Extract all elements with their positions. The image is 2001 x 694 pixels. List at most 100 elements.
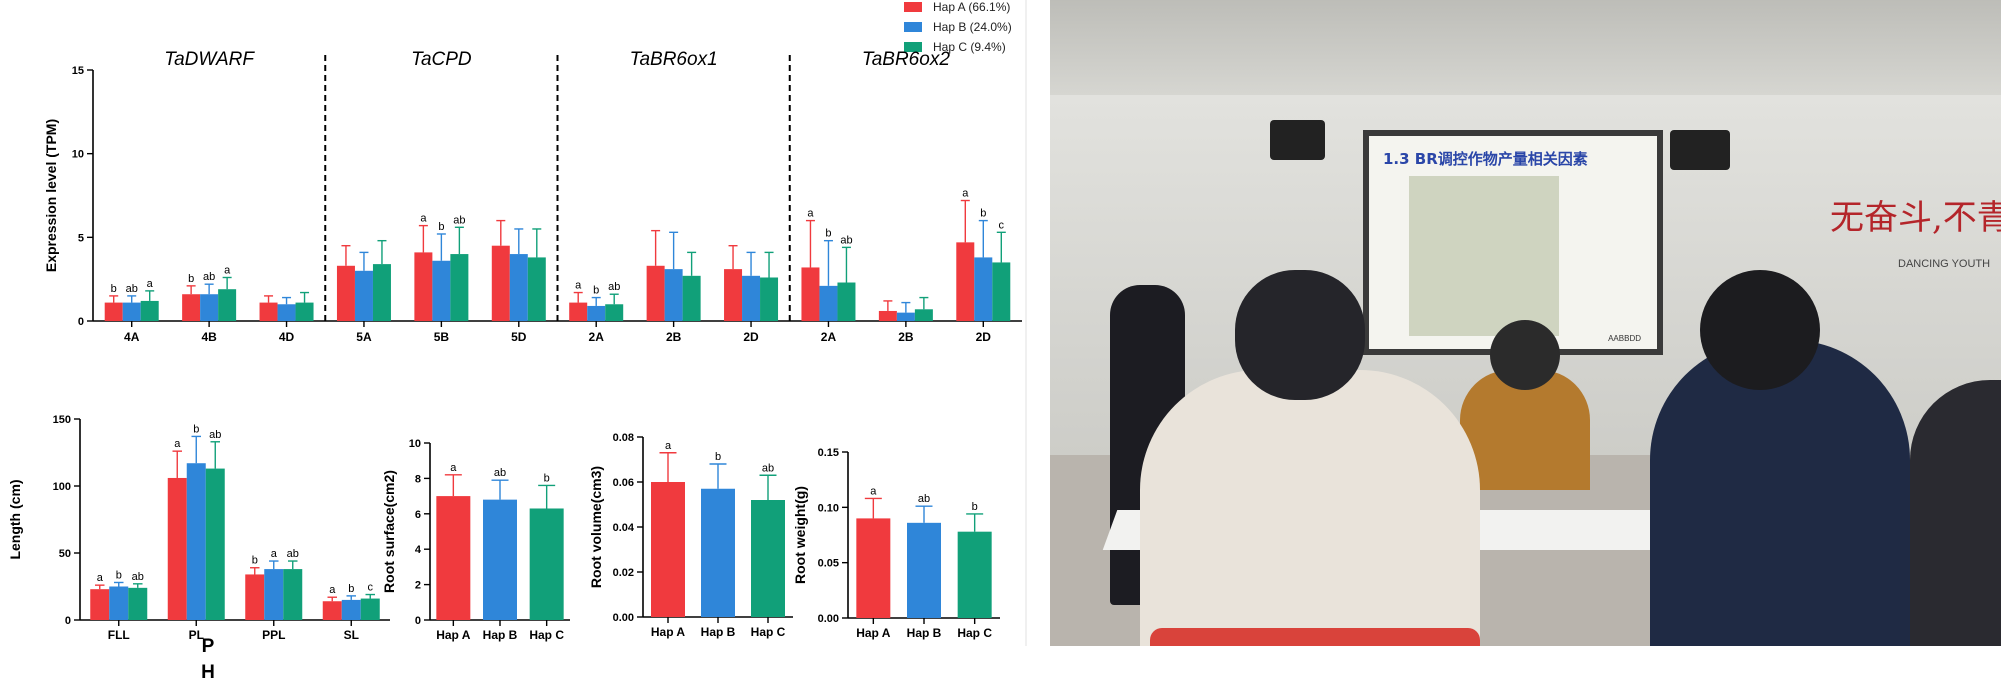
root-surface-chart: 0 2 4 6 8 10 Root surface(cm2) Hap A a Hap B ab Hap…: [381, 438, 570, 642]
y-tick-label: 10: [409, 438, 421, 450]
x-tick-label: 2A: [821, 330, 837, 344]
significance-letter: a: [450, 462, 457, 474]
bar: [283, 569, 303, 620]
significance-letter: a: [97, 572, 104, 584]
legend-swatch: [904, 42, 922, 52]
y-tick-label: 8: [415, 473, 421, 485]
bar: [907, 522, 941, 618]
bar: [372, 264, 391, 321]
significance-letter: b: [825, 228, 831, 240]
gene-title: TaBR6ox1: [630, 49, 718, 70]
x-tick-label: 4D: [279, 330, 295, 344]
bar: [90, 589, 110, 620]
significance-letter: b: [438, 221, 444, 233]
significance-letter: b: [348, 583, 354, 595]
significance-letter: ab: [132, 571, 144, 583]
y-tick-label: 10: [72, 149, 84, 161]
y-axis-label: Root weight(g): [792, 486, 808, 584]
x-tick-label: 2D: [743, 330, 759, 344]
y-tick-label: 0.15: [818, 447, 839, 459]
speaker-icon: [1670, 130, 1730, 170]
x-tick-label: Hap C: [751, 625, 786, 639]
x-tick-label: 5B: [434, 330, 450, 344]
y-axis-label: Root surface(cm2): [381, 470, 397, 593]
bar: [200, 294, 219, 321]
bar: [664, 269, 683, 321]
bar: [186, 463, 206, 620]
y-axis-label: Root volume(cm3): [588, 466, 604, 588]
chair: [1150, 628, 1480, 646]
significance-letter: a: [147, 278, 154, 290]
significance-letter: a: [329, 584, 336, 596]
y-tick-label: 100: [53, 481, 71, 493]
bar: [956, 242, 975, 321]
bar: [751, 500, 785, 617]
y-tick-label: 0: [78, 316, 84, 328]
bar: [509, 254, 528, 321]
bar: [182, 294, 201, 321]
x-tick-label: 2B: [666, 330, 682, 344]
bar: [682, 275, 701, 321]
y-tick-label: 0.04: [613, 522, 635, 534]
bar: [360, 598, 380, 620]
y-tick-label: 150: [53, 414, 71, 426]
bar: [295, 302, 314, 321]
significance-letter: a: [575, 280, 582, 292]
significance-letter: b: [544, 472, 550, 484]
y-tick-label: 50: [59, 548, 71, 560]
root-volume-chart: 0.00 0.02 0.04 0.06 0.08 Root volume(cm3) Hap …: [588, 432, 793, 639]
bar: [724, 269, 743, 321]
bar: [651, 482, 685, 617]
bar: [646, 265, 665, 321]
bar: [742, 275, 761, 321]
x-tick-label: 5D: [511, 330, 527, 344]
student-figure: [1140, 370, 1480, 646]
significance-letter: a: [807, 208, 814, 220]
bar: [701, 488, 735, 617]
y-axis-label: Expression level (TPM): [43, 119, 59, 272]
root-weight-chart: 0.00 0.05 0.10 0.15 Root weight(g) Hap A a Hap …: [792, 447, 1000, 640]
significance-letter: ab: [287, 548, 299, 560]
gene-title: TaDWARF: [164, 49, 255, 70]
bar: [218, 289, 237, 321]
x-tick-label: PPL: [262, 628, 285, 642]
bar: [322, 601, 342, 620]
y-tick-label: 0: [415, 615, 421, 627]
bar: [801, 267, 820, 321]
significance-letter: ab: [918, 493, 930, 505]
y-tick-label: 0.00: [613, 612, 634, 624]
bar: [896, 312, 915, 321]
significance-letter: b: [972, 501, 978, 513]
student-figure: [1910, 380, 2001, 646]
bar: [104, 302, 123, 321]
bar: [436, 496, 471, 620]
significance-letter: b: [188, 273, 194, 285]
y-tick-label: 0.05: [818, 558, 839, 570]
student-head: [1490, 320, 1560, 390]
x-tick-label: Hap A: [436, 628, 471, 642]
significance-letter: b: [111, 283, 117, 295]
bar: [128, 587, 148, 620]
y-tick-label: 5: [78, 232, 84, 244]
wall-slogan: 无奋斗,不青春: [1830, 198, 2001, 238]
bar: [587, 305, 606, 321]
y-axis-label: Length (cm): [7, 479, 23, 559]
x-tick-label: Hap B: [907, 626, 942, 640]
y-tick-label: 0.08: [613, 432, 634, 444]
significance-letter: b: [252, 555, 258, 567]
student-head: [1700, 270, 1820, 390]
x-tick-label: FLL: [108, 628, 130, 642]
gene-title: TaBR6ox2: [862, 49, 950, 70]
bar: [491, 245, 510, 321]
classroom-photo: 1.3 BR调控作物产量相关因素 AABBDD 无奋斗,不青春 DANCING …: [1050, 0, 2001, 646]
significance-letter: a: [420, 213, 427, 225]
y-tick-label: 0.00: [818, 613, 839, 625]
bar: [483, 499, 517, 620]
gene-title: TaCPD: [411, 49, 472, 70]
y-tick-label: 0: [65, 615, 71, 627]
y-tick-label: 2: [415, 580, 421, 592]
legend: Hap A (66.1%) Hap B (24.0%) Hap C (9.4%): [904, 0, 1012, 54]
bar: [122, 302, 141, 321]
bar: [914, 309, 933, 321]
